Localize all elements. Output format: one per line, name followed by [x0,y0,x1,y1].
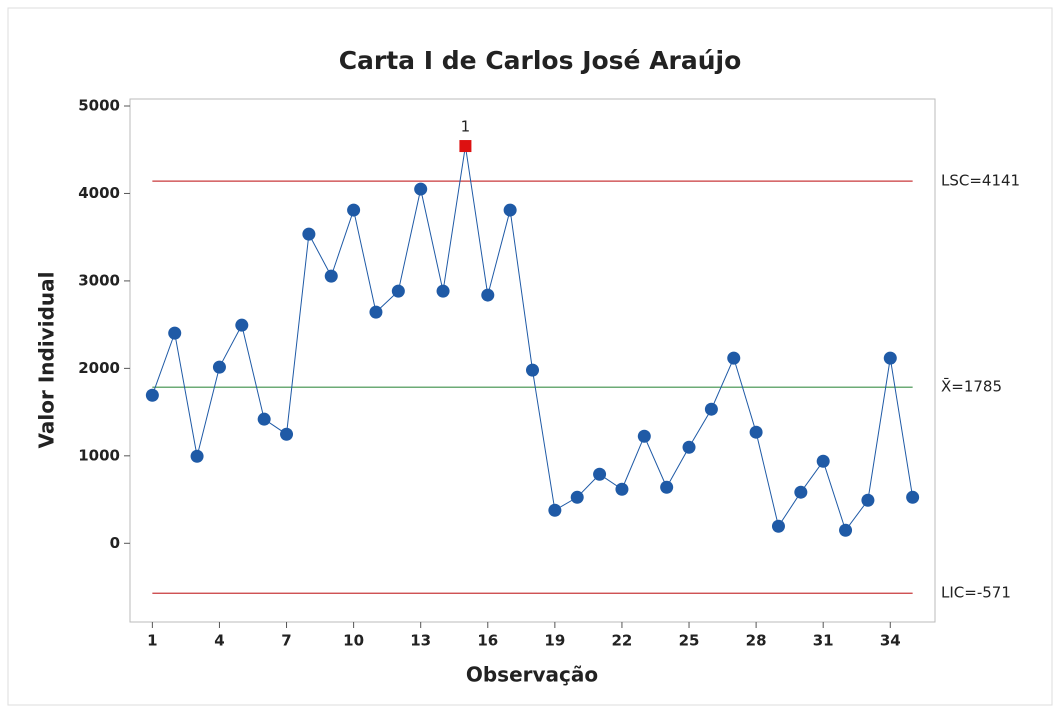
data-point [861,493,875,507]
data-point [749,425,763,439]
data-point [145,388,159,402]
data-point [190,449,204,463]
data-point [906,490,920,504]
data-point [436,284,450,298]
y-tick-label: 2000 [78,359,120,377]
data-point [503,203,517,217]
data-point [280,427,294,441]
data-point [168,326,182,340]
data-point [727,351,741,365]
data-point [235,318,249,332]
control-label: LSC=4141 [941,172,1020,190]
data-point [682,440,696,454]
data-point [816,454,830,468]
data-point [593,467,607,481]
chart-title: Carta I de Carlos José Araújo [339,46,742,75]
x-tick-label: 19 [544,632,565,650]
control-label: X̄=1785 [941,377,1002,396]
data-point [771,519,785,533]
x-tick-label: 31 [813,632,834,650]
data-point [660,480,674,494]
plot-area [129,98,936,623]
data-point [414,182,428,196]
y-tick-label: 0 [110,534,120,552]
data-point [391,284,405,298]
x-axis-label: Observação [466,663,598,687]
data-point [548,503,562,517]
data-point [570,490,584,504]
y-tick-label: 3000 [78,271,120,289]
data-point [637,429,651,443]
x-tick-label: 34 [880,632,901,650]
out-of-control-label: 1 [461,118,471,136]
y-axis-label: Valor Individual [35,272,59,449]
control-label: LIC=-571 [941,584,1011,602]
data-point [615,482,629,496]
x-tick-label: 4 [214,632,224,650]
data-point [347,203,361,217]
data-point [324,269,338,283]
data-point [257,412,271,426]
x-tick-label: 7 [281,632,291,650]
x-tick-label: 28 [746,632,767,650]
data-point [212,360,226,374]
data-point [883,351,897,365]
y-tick-label: 4000 [78,184,120,202]
y-tick-label: 5000 [78,96,120,114]
x-tick-label: 1 [147,632,157,650]
data-point [704,402,718,416]
x-tick-label: 13 [410,632,431,650]
data-point [526,363,539,377]
x-tick-label: 16 [477,632,498,650]
x-tick-label: 22 [612,632,633,650]
out-of-control-point [459,140,472,153]
x-tick-label: 25 [679,632,700,650]
data-point [794,485,808,499]
data-point [369,305,383,319]
data-point [481,288,495,302]
x-tick-label: 10 [343,632,364,650]
data-point [839,523,853,537]
y-tick-label: 1000 [78,446,120,464]
data-point [302,227,316,241]
